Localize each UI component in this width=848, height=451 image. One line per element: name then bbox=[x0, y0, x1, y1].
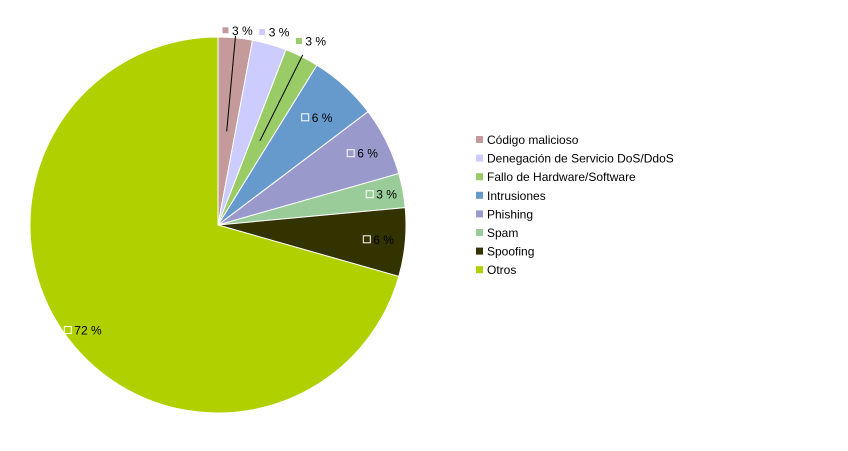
leader-line-codigo-malicioso bbox=[226, 35, 236, 132]
legend-item-denegacion-de-servicio-dos-ddos: Denegación de Servicio DoS/DdoS bbox=[476, 152, 674, 166]
data-label-text-codigo-malicioso: 3 % bbox=[232, 24, 253, 38]
legend-item-phishing: Phishing bbox=[476, 207, 533, 221]
pie-slice-otros bbox=[29, 36, 400, 414]
data-label-spam: 3 % bbox=[365, 188, 397, 202]
legend-label-spoofing: Spoofing bbox=[487, 245, 534, 259]
data-label-otros: 72 % bbox=[63, 324, 102, 338]
data-label-denegacion-de-servicio-dos-ddos: 3 % bbox=[258, 26, 290, 40]
data-label-text-denegacion-de-servicio-dos-ddos: 3 % bbox=[269, 26, 290, 40]
data-label-key-phishing bbox=[346, 149, 355, 158]
data-label-key-codigo-malicioso bbox=[221, 26, 230, 35]
legend-swatch-spoofing bbox=[476, 247, 483, 255]
data-label-key-intrusiones bbox=[301, 113, 310, 122]
legend-swatch-spam bbox=[476, 229, 483, 236]
legend-label-denegacion-de-servicio-dos-ddos: Denegación de Servicio DoS/DdoS bbox=[487, 152, 674, 166]
legend-label-intrusiones: Intrusiones bbox=[487, 189, 546, 203]
legend: Código malicioso Denegación de Servicio D… bbox=[476, 133, 674, 277]
legend-item-fallo-de-hardware-software: Fallo de Hardware/Software bbox=[476, 170, 636, 184]
data-label-text-spoofing: 6 % bbox=[373, 233, 394, 247]
legend-item-intrusiones: Intrusiones bbox=[476, 189, 546, 203]
data-label-key-fallo-de-hardware-software bbox=[294, 37, 303, 45]
legend-swatch-fallo-de-hardware-software bbox=[476, 173, 483, 181]
legend-swatch-phishing bbox=[476, 210, 483, 218]
data-label-key-otros bbox=[63, 326, 72, 334]
data-label-spoofing: 6 % bbox=[362, 233, 394, 247]
data-label-text-phishing: 6 % bbox=[357, 147, 378, 161]
data-label-key-spam bbox=[365, 190, 374, 199]
data-label-intrusiones: 6 % bbox=[301, 111, 333, 125]
data-label-key-denegacion-de-servicio-dos-ddos bbox=[258, 28, 267, 37]
legend-swatch-intrusiones bbox=[476, 191, 483, 199]
legend-item-codigo-malicioso: Código malicioso bbox=[476, 133, 579, 147]
data-label-fallo-de-hardware-software: 3 % bbox=[259, 35, 326, 142]
data-label-key-spoofing bbox=[362, 235, 371, 244]
legend-label-phishing: Phishing bbox=[487, 207, 533, 221]
data-label-codigo-malicioso: 3 % bbox=[221, 24, 253, 132]
leader-line-fallo-de-hardware-software bbox=[259, 54, 304, 142]
data-labels: 3 % 3 % 3 % 6 % 6 % 3 % 6 % 72 % bbox=[63, 24, 397, 338]
legend-item-otros: Otros bbox=[476, 263, 516, 277]
legend-swatch-otros bbox=[476, 266, 483, 274]
legend-swatch-codigo-malicioso bbox=[476, 136, 483, 143]
legend-label-fallo-de-hardware-software: Fallo de Hardware/Software bbox=[487, 170, 636, 184]
legend-swatch-denegacion-de-servicio-dos-ddos bbox=[476, 154, 483, 162]
data-label-text-spam: 3 % bbox=[376, 188, 397, 202]
data-label-text-intrusiones: 6 % bbox=[312, 111, 333, 125]
legend-item-spam: Spam bbox=[476, 226, 518, 240]
legend-label-codigo-malicioso: Código malicioso bbox=[487, 133, 579, 147]
legend-label-otros: Otros bbox=[487, 263, 516, 277]
data-label-phishing: 6 % bbox=[346, 147, 378, 161]
pie-slices bbox=[29, 36, 407, 414]
legend-label-spam: Spam bbox=[487, 226, 518, 240]
data-label-text-otros: 72 % bbox=[74, 324, 102, 338]
data-label-text-fallo-de-hardware-software: 3 % bbox=[305, 35, 326, 49]
legend-item-spoofing: Spoofing bbox=[476, 245, 534, 259]
